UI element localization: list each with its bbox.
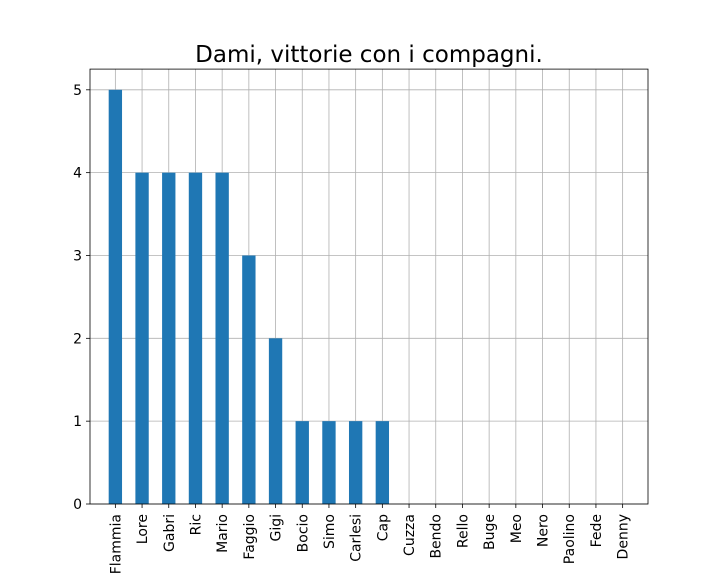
x-tick-label: Bocio: [295, 514, 311, 552]
y-tick-label: 5: [73, 83, 82, 99]
y-axis: 0 1 2 3 4 5: [73, 83, 90, 513]
x-tick-label: Paolino: [562, 514, 578, 564]
x-tick-label: Rello: [455, 514, 471, 548]
y-tick-label: 0: [73, 497, 82, 513]
x-tick-label: Cuzza: [402, 514, 418, 556]
x-tick-label: Simo: [322, 514, 338, 549]
bar: [322, 421, 336, 504]
x-tick-label: Buge: [482, 514, 498, 550]
bar: [295, 421, 309, 504]
x-tick-label: Lore: [135, 514, 151, 544]
y-tick-label: 2: [73, 331, 82, 347]
x-tick-label: Flammia: [108, 514, 124, 574]
x-tick-label: Meo: [509, 514, 525, 543]
bars-layer: [108, 89, 390, 505]
x-tick-label: Gabri: [162, 514, 178, 552]
x-tick-label: Carlesi: [349, 514, 365, 562]
plot-frame: [89, 68, 649, 505]
x-tick-label: Cap: [375, 514, 391, 541]
bar: [348, 421, 363, 504]
x-tick-label: Gigi: [269, 514, 285, 542]
y-tick-label: 3: [73, 248, 82, 264]
x-tick-label: Mario: [215, 514, 231, 553]
x-tick-label: Nero: [536, 514, 552, 547]
x-tick-label: Faggio: [242, 514, 258, 560]
bar: [135, 172, 149, 504]
bar: [215, 172, 229, 504]
bar: [108, 89, 123, 505]
grid-layer: [90, 69, 648, 505]
bar: [268, 338, 283, 504]
bar: [375, 421, 390, 504]
y-tick-label: 1: [73, 414, 82, 430]
bar: [162, 172, 176, 504]
y-tick-label: 4: [73, 166, 82, 182]
x-axis: Flammia Lore Gabri Ric Mario Faggio Gigi Bocio S…: [108, 504, 632, 574]
bar: [242, 255, 256, 504]
bar: [188, 172, 203, 504]
x-tick-label: Denny: [616, 514, 632, 559]
x-tick-label: Fede: [589, 514, 605, 547]
x-tick-label: Bendo: [429, 514, 445, 559]
x-tick-label: Ric: [188, 514, 204, 535]
chart-title: Dami, vittorie con i compagni.: [195, 42, 543, 68]
